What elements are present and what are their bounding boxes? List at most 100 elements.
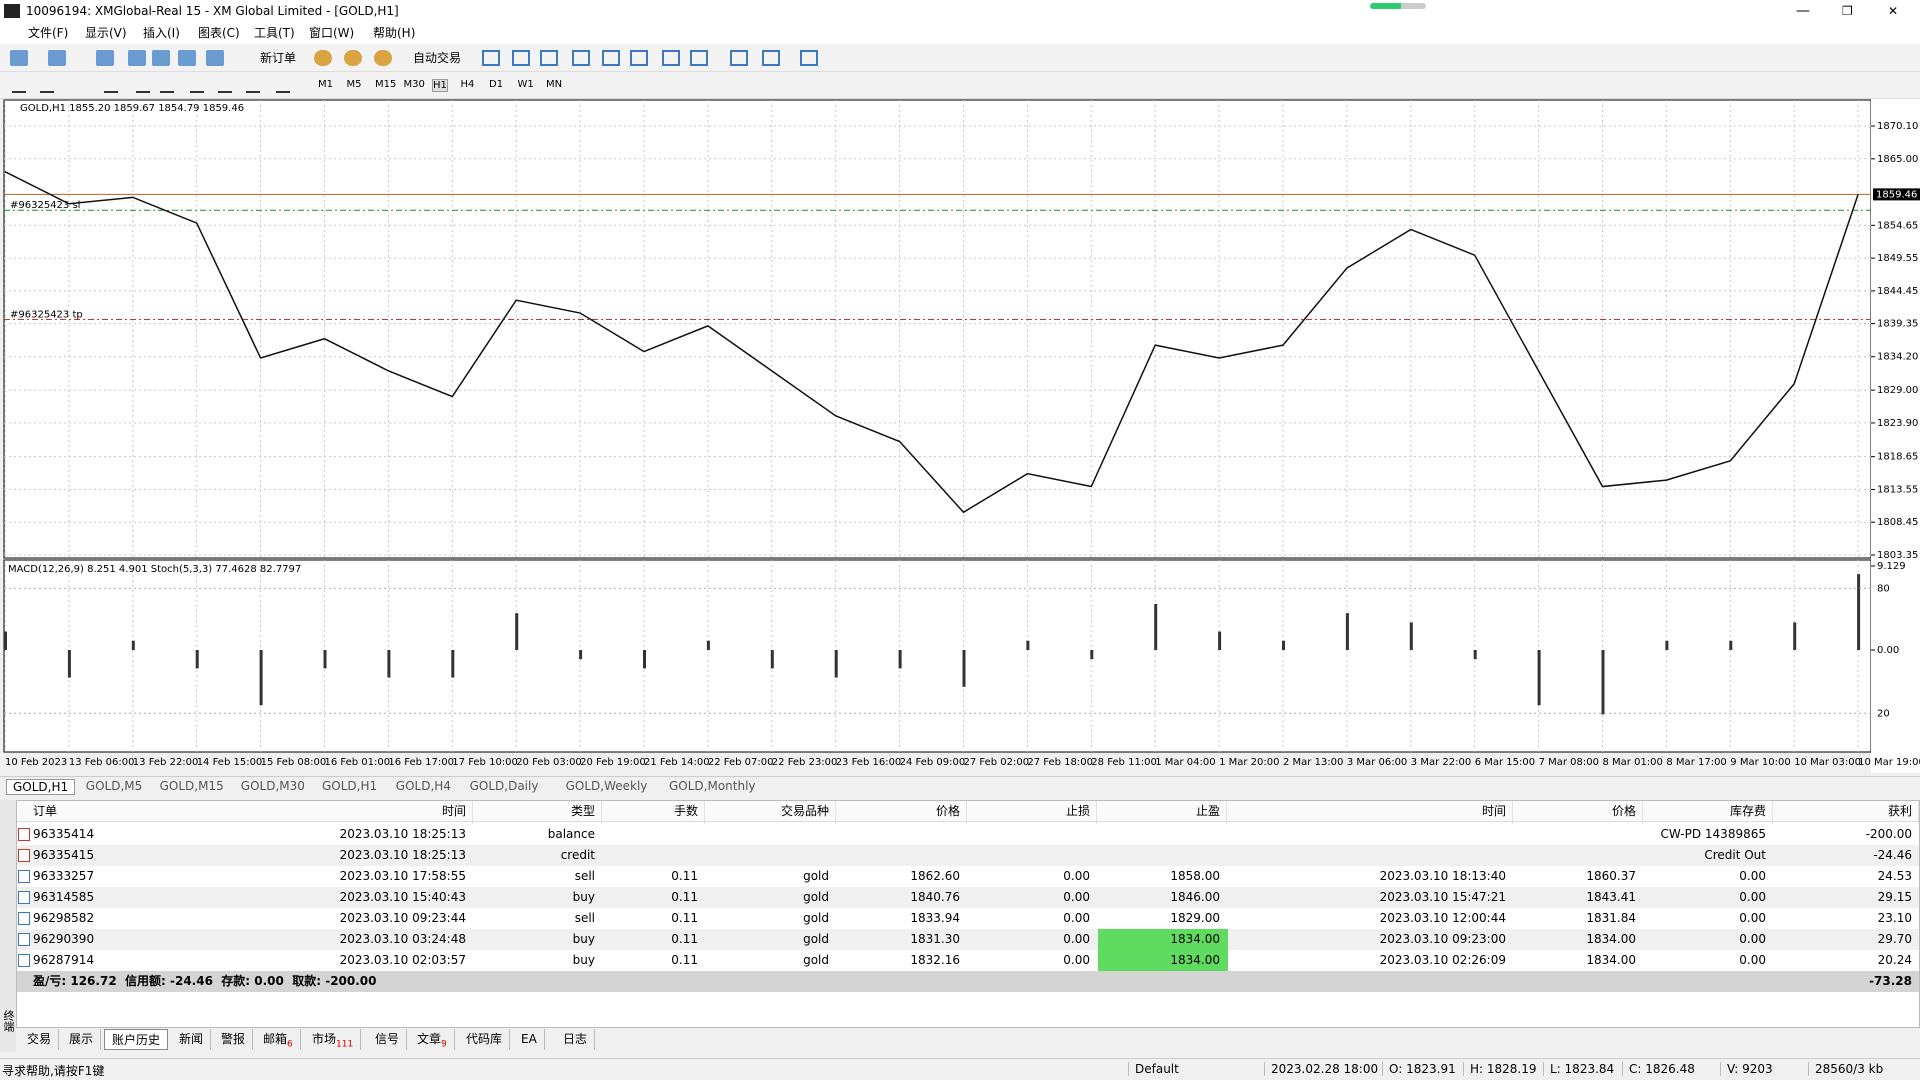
tool-icon[interactable] <box>206 50 224 66</box>
draw-tool[interactable] <box>136 79 150 93</box>
table-row[interactable] <box>17 845 1919 866</box>
macd-bar <box>1474 650 1477 659</box>
draw-tool[interactable] <box>246 79 260 93</box>
draw-tool[interactable] <box>276 79 290 93</box>
tool-icon[interactable] <box>178 50 196 66</box>
terminal-tab[interactable]: 展示 <box>62 1029 101 1050</box>
timeframe-button[interactable]: M1 <box>318 79 333 90</box>
draw-tool[interactable] <box>104 79 118 93</box>
terminal-tab[interactable]: EA <box>514 1029 545 1050</box>
timeframe-button[interactable]: MN <box>546 79 562 90</box>
tool-icon[interactable] <box>10 50 28 66</box>
status-field: 2023.02.28 18:00 <box>1264 1062 1378 1076</box>
tool-icon[interactable] <box>572 50 590 66</box>
menu-bar: 文件(F) 显示(V) 插入(I) 图表(C) 工具(T) 窗口(W) 帮助(H) <box>0 22 1920 44</box>
column-header[interactable]: 时间 <box>1482 801 1506 822</box>
close[interactable]: ✕ <box>1888 0 1898 22</box>
draw-tool[interactable] <box>12 79 26 93</box>
column-header[interactable]: 交易品种 <box>781 801 829 822</box>
menu-item[interactable]: 文件(F) <box>28 22 68 44</box>
tool-icon[interactable] <box>800 50 818 66</box>
tab-label: EA <box>521 1032 537 1046</box>
tool-icon[interactable] <box>730 50 748 66</box>
column-header[interactable]: 获利 <box>1888 801 1912 822</box>
cell: gold <box>803 950 829 971</box>
cell: gold <box>803 887 829 908</box>
chart-tab[interactable]: GOLD,H1 <box>6 779 75 795</box>
timeframe-button[interactable]: H1 <box>432 79 448 92</box>
chart-tab[interactable]: GOLD,H1 <box>316 779 383 793</box>
menu-item[interactable]: 插入(I) <box>143 22 180 44</box>
time-label: 6 Mar 15:00 <box>1475 757 1535 768</box>
tool-icon[interactable] <box>374 50 392 66</box>
column-header[interactable]: 时间 <box>442 801 466 822</box>
price-tick-label: 1834.20 <box>1877 352 1918 363</box>
tool-icon[interactable] <box>152 50 170 66</box>
chart-tab[interactable]: GOLD,Daily <box>464 779 545 793</box>
menu-item[interactable]: 图表(C) <box>198 22 240 44</box>
cell: balance <box>548 824 595 845</box>
tool-icon[interactable] <box>482 50 500 66</box>
timeframe-button[interactable]: W1 <box>518 79 534 90</box>
new-order-button[interactable]: 新订单 <box>260 49 296 66</box>
terminal-tab[interactable]: 市场111 <box>305 1029 361 1050</box>
terminal-tab[interactable]: 邮箱6 <box>256 1029 301 1050</box>
cell: -200.00 <box>1866 824 1912 845</box>
draw-tool[interactable] <box>160 79 174 93</box>
tool-icon[interactable] <box>630 50 648 66</box>
tool-icon[interactable] <box>512 50 530 66</box>
cell: 2023.03.10 03:24:48 <box>340 929 466 950</box>
terminal-tab[interactable]: 信号 <box>368 1029 407 1050</box>
draw-tool[interactable] <box>218 79 232 93</box>
tool-icon[interactable] <box>762 50 780 66</box>
column-header[interactable]: 订单 <box>33 801 57 822</box>
menu-item[interactable]: 工具(T) <box>254 22 295 44</box>
tool-icon[interactable] <box>344 50 362 66</box>
column-header[interactable]: 止盈 <box>1196 801 1220 822</box>
menu-item[interactable]: 显示(V) <box>85 22 127 44</box>
menu-item[interactable]: 窗口(W) <box>309 22 354 44</box>
tool-icon[interactable] <box>48 50 66 66</box>
timeframe-button[interactable]: M30 <box>404 79 425 90</box>
minimize[interactable]: — <box>1796 0 1810 22</box>
terminal-tab[interactable]: 代码库 <box>459 1029 510 1050</box>
tool-icon[interactable] <box>690 50 708 66</box>
column-header[interactable]: 价格 <box>936 801 960 822</box>
terminal-tab[interactable]: 账户历史 <box>104 1029 168 1050</box>
auto-trading-button[interactable]: 自动交易 <box>413 49 461 66</box>
tool-icon[interactable] <box>314 50 332 66</box>
timeframe-button[interactable]: H4 <box>461 79 475 90</box>
tool-icon[interactable] <box>128 50 146 66</box>
tool-icon[interactable] <box>96 50 114 66</box>
column-header[interactable]: 止损 <box>1066 801 1090 822</box>
timeframe-button[interactable]: M15 <box>375 79 396 90</box>
column-header[interactable]: 手数 <box>674 801 698 822</box>
timeframe-button[interactable]: D1 <box>489 79 503 90</box>
time-label: 3 Mar 06:00 <box>1347 757 1407 768</box>
terminal-tab[interactable]: 日志 <box>556 1029 595 1050</box>
menu-item[interactable]: 帮助(H) <box>373 22 415 44</box>
macd-bar <box>1538 650 1541 705</box>
draw-tool[interactable] <box>190 79 204 93</box>
terminal-tab[interactable]: 文章9 <box>410 1029 455 1050</box>
tool-icon[interactable] <box>602 50 620 66</box>
draw-tool[interactable] <box>40 79 54 93</box>
tab-label: 新闻 <box>179 1032 203 1046</box>
chart-tab[interactable]: GOLD,Monthly <box>663 779 762 793</box>
column-header[interactable]: 价格 <box>1612 801 1636 822</box>
column-header[interactable]: 类型 <box>571 801 595 822</box>
terminal-tab[interactable]: 警报 <box>214 1029 253 1050</box>
chart-tab[interactable]: GOLD,M15 <box>154 779 230 793</box>
timeframe-button[interactable]: M5 <box>347 79 362 90</box>
table-row[interactable] <box>17 824 1919 845</box>
tool-icon[interactable] <box>662 50 680 66</box>
chart-tab[interactable]: GOLD,Weekly <box>560 779 654 793</box>
chart-tab[interactable]: GOLD,M5 <box>80 779 148 793</box>
column-header[interactable]: 库存费 <box>1730 801 1766 822</box>
tool-icon[interactable] <box>540 50 558 66</box>
chart-tab[interactable]: GOLD,M30 <box>235 779 311 793</box>
terminal-tab[interactable]: 交易 <box>20 1029 59 1050</box>
terminal-tab[interactable]: 新闻 <box>172 1029 211 1050</box>
chart-tab[interactable]: GOLD,H4 <box>390 779 457 793</box>
maximize[interactable]: ❐ <box>1842 0 1853 22</box>
